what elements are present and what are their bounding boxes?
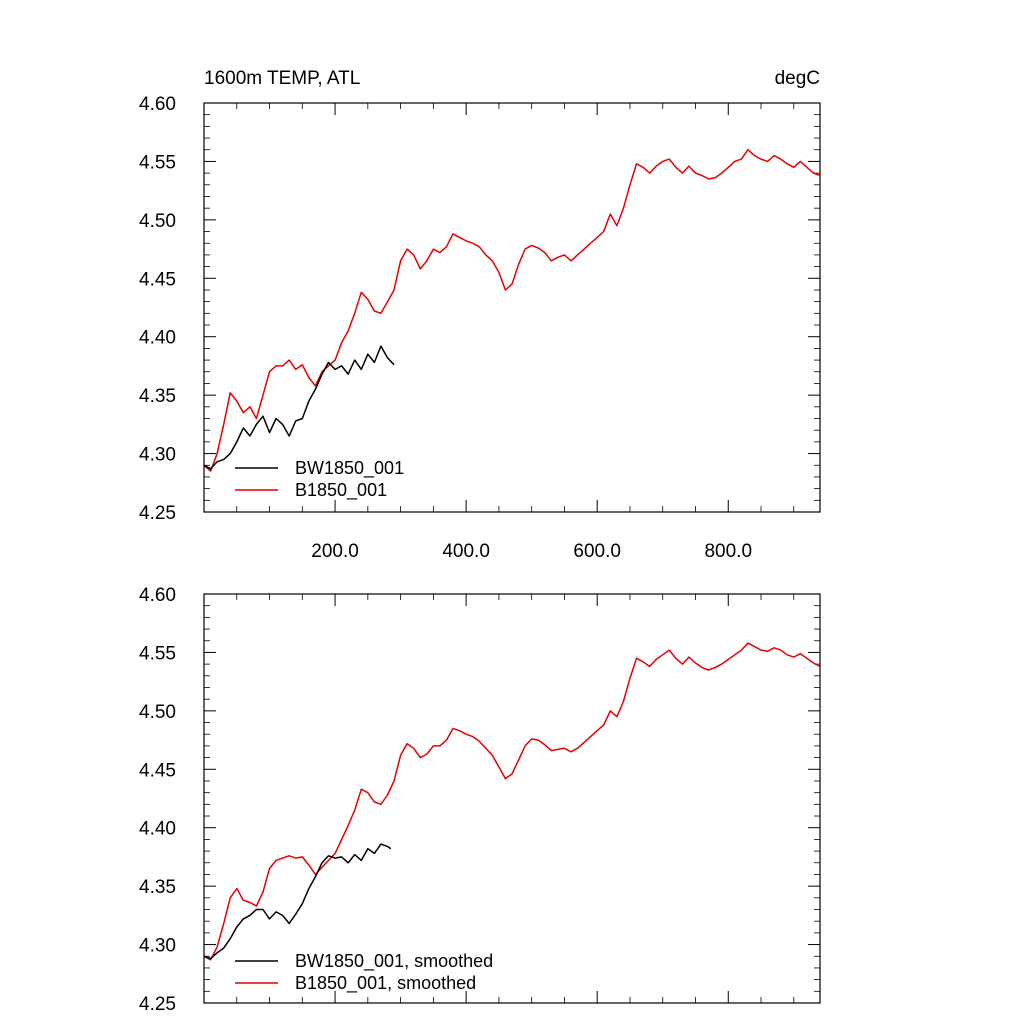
y-tick-label: 4.25 (139, 503, 176, 524)
y-tick-label: 4.30 (139, 445, 176, 466)
legend-entry: BW1850_001 (295, 458, 404, 479)
legend-entry: B1850_001 (295, 480, 387, 501)
plot-frame (203, 102, 821, 513)
y-tick-label: 4.40 (139, 328, 176, 349)
y-tick-label: 4.55 (139, 152, 176, 173)
units-label: degC (775, 68, 820, 89)
series-line-black (203, 345, 395, 470)
x-tick-label: 800.0 (704, 541, 752, 562)
y-tick-label: 4.35 (139, 877, 176, 898)
y-tick-label: 4.50 (139, 702, 176, 723)
x-tick-label: 600.0 (573, 541, 621, 562)
series-line-black (203, 843, 392, 960)
chart-panel-2: 4.25 4.30 4.35 4.40 4.45 4.50 4.55 4.60 BW1850_0… (139, 585, 821, 1015)
y-tick-label: 4.50 (139, 211, 176, 232)
x-tick-label: 400.0 (442, 541, 490, 562)
y-tick-label: 4.45 (139, 760, 176, 781)
y-tick-label: 4.60 (139, 94, 176, 115)
chart-panel-1: 4.25 4.30 4.35 4.40 4.45 4.50 4.55 4.60 200.0 400… (139, 68, 821, 562)
chart-title: 1600m TEMP, ATL (204, 68, 360, 89)
legend-entry: BW1850_001, smoothed (295, 951, 493, 972)
plot-frame (203, 593, 821, 1004)
series-line-red (203, 148, 821, 472)
series-line-red (203, 642, 821, 961)
y-tick-label: 4.40 (139, 819, 176, 840)
y-tick-label: 4.55 (139, 643, 176, 664)
y-tick-label: 4.45 (139, 269, 176, 290)
y-tick-label: 4.60 (139, 585, 176, 606)
legend-entry: B1850_001, smoothed (295, 973, 476, 994)
y-tick-label: 4.25 (139, 994, 176, 1015)
y-tick-label: 4.35 (139, 386, 176, 407)
x-tick-label: 200.0 (311, 541, 359, 562)
y-tick-label: 4.30 (139, 936, 176, 957)
